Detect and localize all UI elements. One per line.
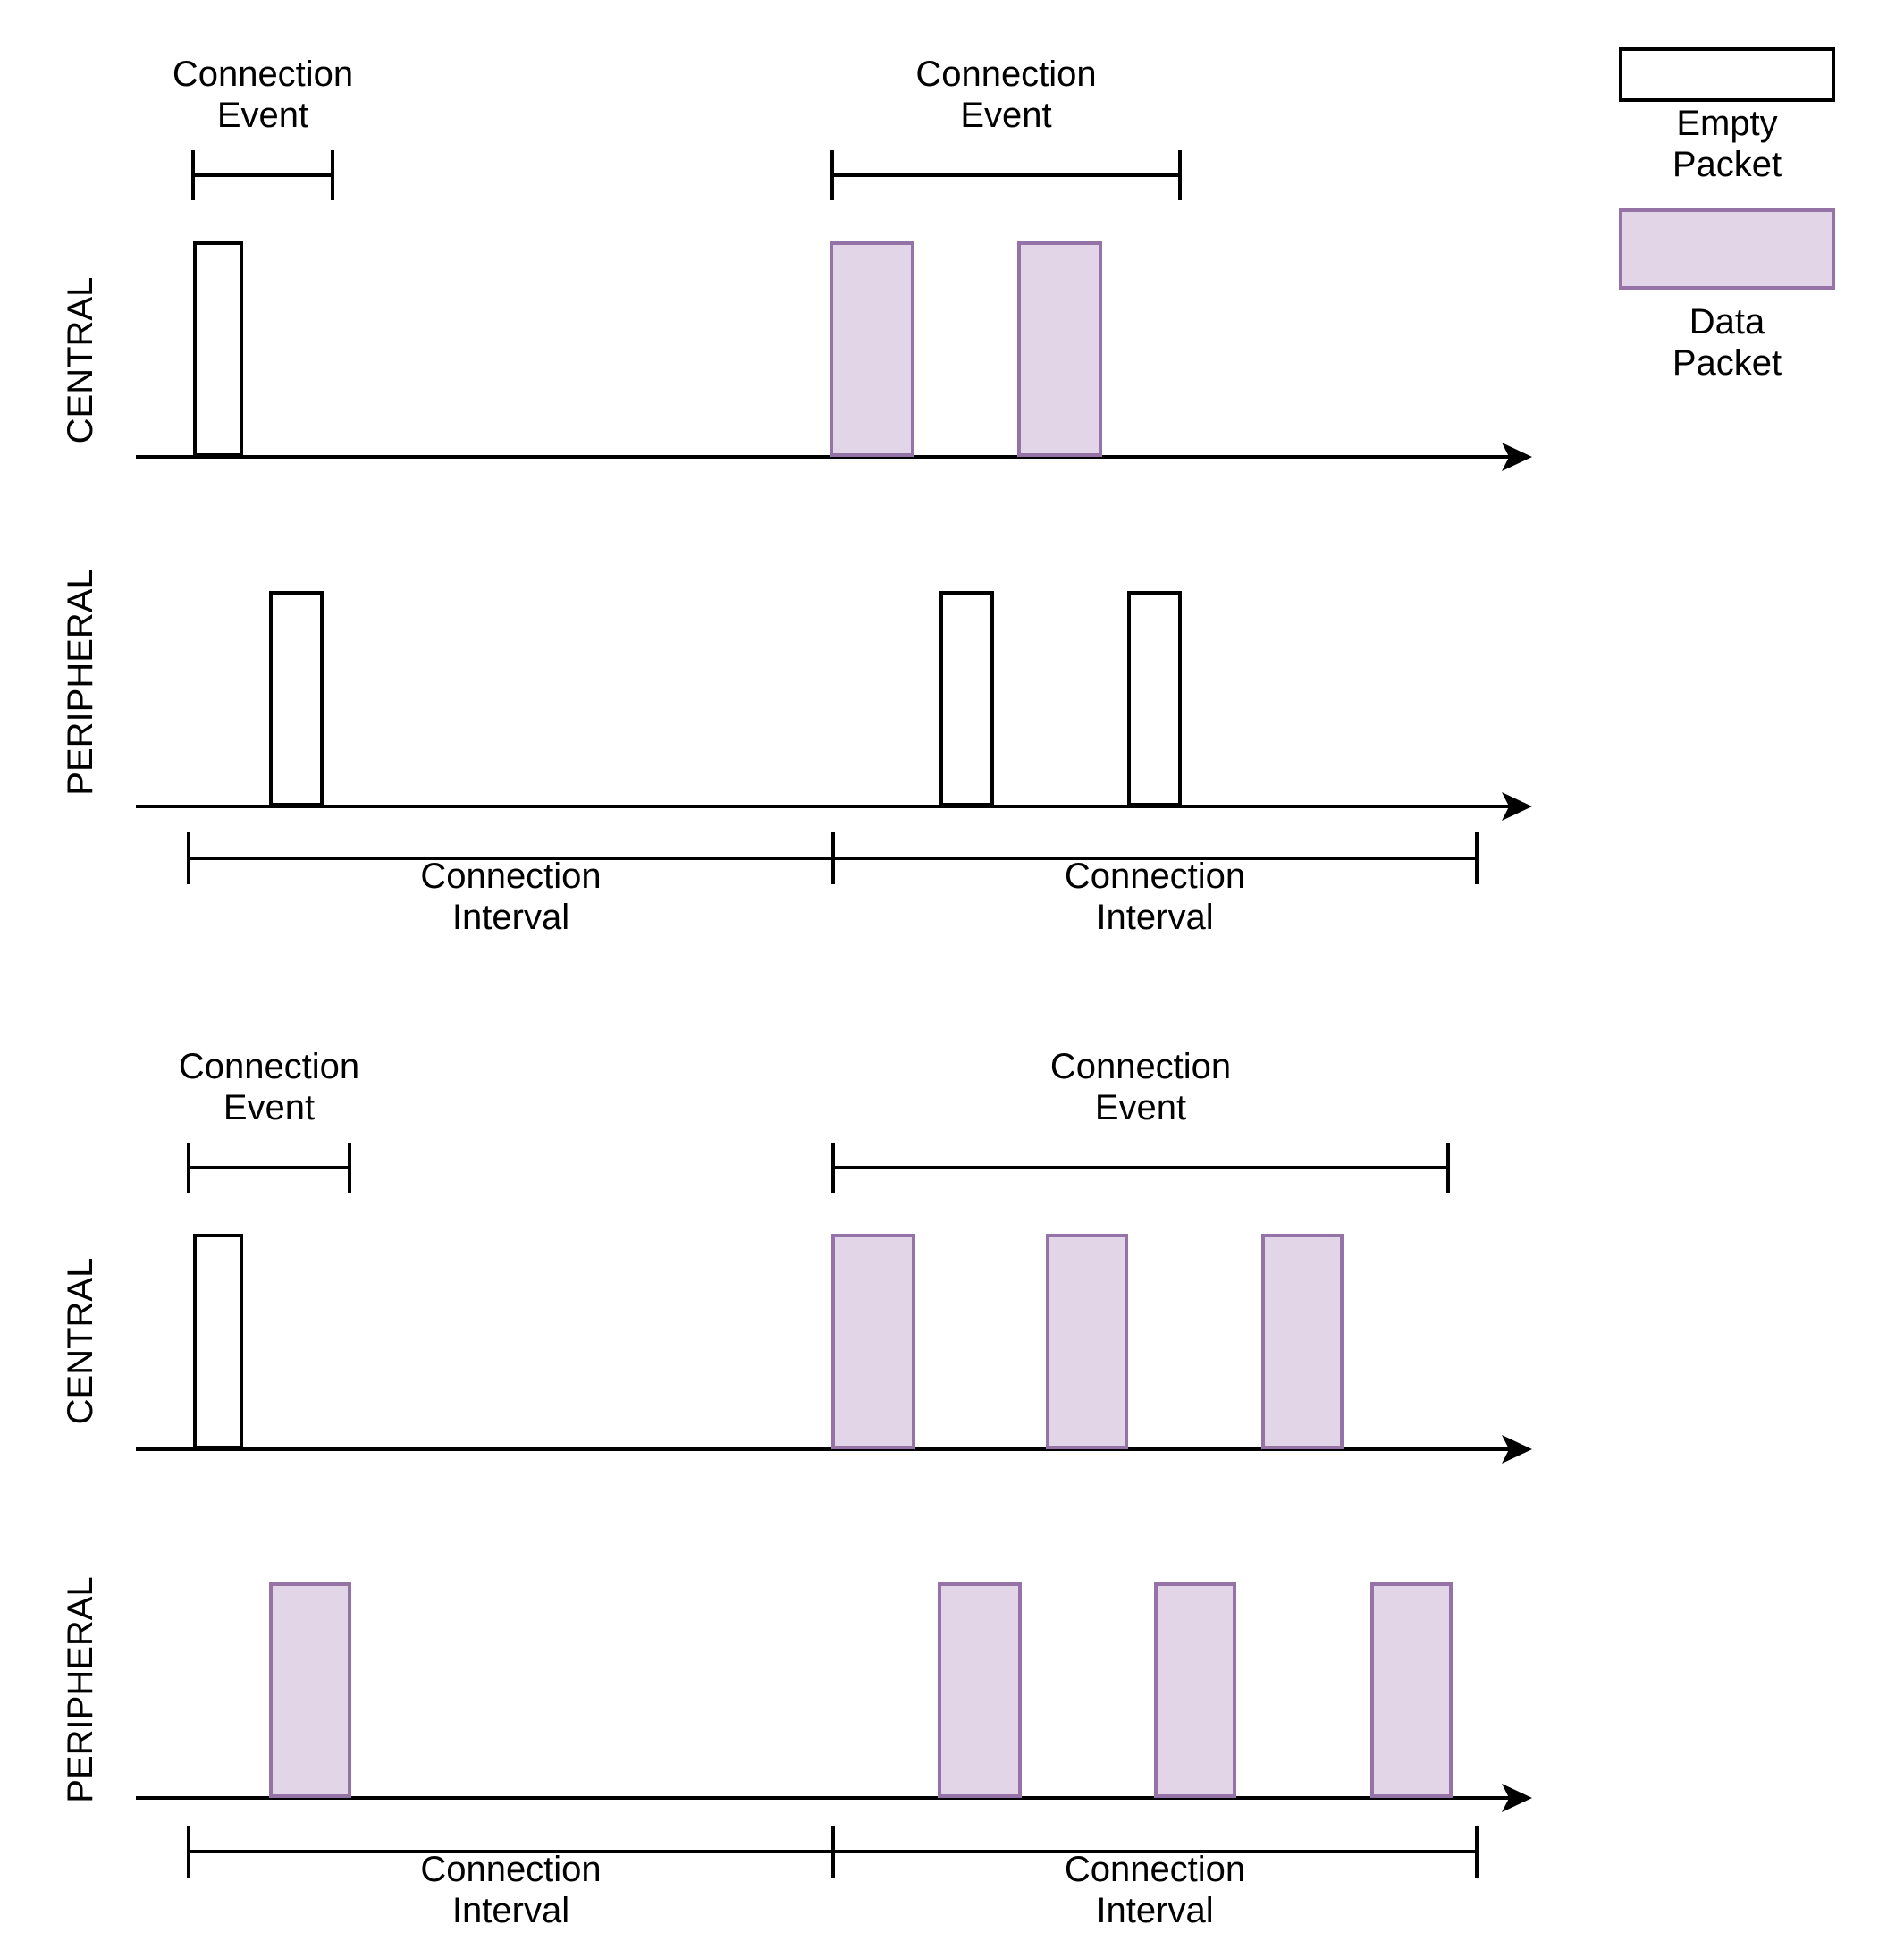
data-packet: [938, 1582, 1022, 1798]
connection-event-bracket-tick: [1178, 150, 1182, 200]
central-timeline-axis: [136, 1447, 1511, 1451]
peripheral-timeline-label: PERIPHERAL: [61, 1576, 100, 1803]
connection-event-bracket-tick: [191, 150, 195, 200]
connection-interval-label: Connection Interval: [1064, 857, 1246, 937]
connection-interval-tick: [187, 832, 190, 884]
data-packet: [830, 241, 914, 457]
connection-event-bracket-tick: [1446, 1143, 1450, 1193]
data-packet: [1261, 1234, 1344, 1449]
data-packet: [1017, 241, 1102, 457]
connection-interval-label: Connection Interval: [420, 857, 602, 937]
central-timeline-label: CENTRAL: [61, 276, 100, 444]
empty-packet: [193, 1234, 243, 1449]
data-packet-swatch: [1619, 208, 1835, 290]
connection-event-bracket: [833, 1166, 1448, 1169]
connection-event-bracket: [193, 173, 333, 177]
data-packet-label: Data Packet: [1672, 302, 1782, 383]
connection-event-label: Connection Event: [172, 55, 354, 135]
connection-interval-tick: [1475, 832, 1479, 884]
connection-interval-label: Connection Interval: [420, 1850, 602, 1930]
empty-packet: [1127, 591, 1182, 806]
peripheral-timeline-axis: [136, 1796, 1511, 1800]
connection-interval-tick: [1475, 1826, 1479, 1878]
data-packet: [1154, 1582, 1236, 1798]
empty-packet: [939, 591, 994, 806]
data-packet: [269, 1582, 351, 1798]
connection-interval-tick: [831, 1826, 835, 1878]
connection-event-bracket-tick: [331, 150, 334, 200]
connection-interval-label: Connection Interval: [1064, 1850, 1246, 1930]
connection-event-bracket-tick: [831, 1143, 835, 1193]
peripheral-timeline-axis: [136, 805, 1511, 808]
empty-packet: [193, 241, 243, 457]
connection-interval-tick: [187, 1826, 190, 1878]
connection-event-bracket-tick: [830, 150, 834, 200]
central-timeline-label: CENTRAL: [61, 1257, 100, 1425]
data-packet: [1370, 1582, 1453, 1798]
connection-event-label: Connection Event: [915, 55, 1097, 135]
empty-packet: [269, 591, 324, 806]
connection-event-bracket: [832, 173, 1180, 177]
connection-event-bracket-tick: [187, 1143, 190, 1193]
central-timeline-axis: [136, 455, 1511, 459]
legend: Empty Packet Data Packet: [1619, 47, 1835, 383]
data-packet: [831, 1234, 915, 1449]
empty-packet-label: Empty Packet: [1672, 104, 1782, 184]
peripheral-timeline-label: PERIPHERAL: [61, 569, 100, 796]
connection-event-bracket-tick: [348, 1143, 351, 1193]
connection-event-label: Connection Event: [1049, 1047, 1232, 1127]
connection-event-bracket: [189, 1166, 350, 1169]
connection-event-label: Connection Event: [178, 1047, 360, 1127]
connection-interval-tick: [831, 832, 835, 884]
empty-packet-swatch: [1619, 47, 1835, 102]
data-packet: [1046, 1234, 1128, 1449]
